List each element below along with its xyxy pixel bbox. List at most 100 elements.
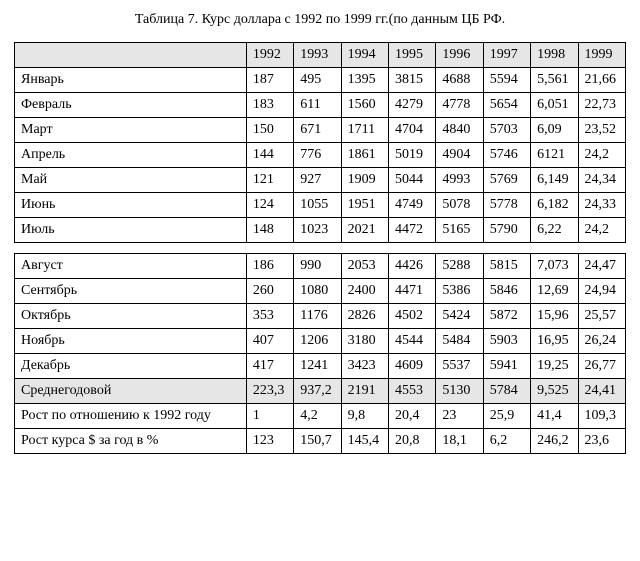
cell-value: 7,073 (531, 254, 578, 279)
cell-value: 23 (436, 404, 483, 429)
col-header-empty (15, 43, 247, 68)
cell-value: 6,2 (483, 429, 530, 454)
cell-value: 5746 (483, 143, 530, 168)
cell-value: 23,6 (578, 429, 625, 454)
cell-value: 5424 (436, 304, 483, 329)
table-row: Рост курса $ за год в %123150,7145,420,8… (15, 429, 626, 454)
cell-value: 4993 (436, 168, 483, 193)
cell-value: 4426 (389, 254, 436, 279)
cell-value: 5778 (483, 193, 530, 218)
table-row: Август18699020534426528858157,07324,47 (15, 254, 626, 279)
cell-value: 6,051 (531, 93, 578, 118)
cell-value: 24,47 (578, 254, 625, 279)
cell-value: 187 (246, 68, 293, 93)
cell-value: 20,8 (389, 429, 436, 454)
cell-value: 4471 (389, 279, 436, 304)
cell-value: 6,09 (531, 118, 578, 143)
table-caption: Таблица 7. Курс доллара с 1992 по 1999 г… (14, 12, 626, 28)
cell-value: 5790 (483, 218, 530, 243)
cell-value: 24,2 (578, 143, 625, 168)
cell-value: 22,73 (578, 93, 625, 118)
row-label: Февраль (15, 93, 247, 118)
cell-value: 4472 (389, 218, 436, 243)
cell-value: 25,57 (578, 304, 625, 329)
cell-value: 5654 (483, 93, 530, 118)
cell-value: 4279 (389, 93, 436, 118)
cell-value: 5703 (483, 118, 530, 143)
cell-value: 407 (246, 329, 293, 354)
col-header-year: 1993 (294, 43, 341, 68)
cell-value: 671 (294, 118, 341, 143)
cell-value: 186 (246, 254, 293, 279)
cell-value: 21,66 (578, 68, 625, 93)
cell-value: 144 (246, 143, 293, 168)
rates-table-upper: 1992 1993 1994 1995 1996 1997 1998 1999 … (14, 42, 626, 243)
cell-value: 1176 (294, 304, 341, 329)
table-row: Декабрь4171241342346095537594119,2526,77 (15, 354, 626, 379)
table-row: Февраль18361115604279477856546,05122,73 (15, 93, 626, 118)
table-row: Ноябрь4071206318045445484590316,9526,24 (15, 329, 626, 354)
cell-value: 1711 (341, 118, 388, 143)
row-label: Июнь (15, 193, 247, 218)
cell-value: 124 (246, 193, 293, 218)
table-row: Апрель1447761861501949045746612124,2 (15, 143, 626, 168)
cell-value: 5815 (483, 254, 530, 279)
cell-value: 3815 (389, 68, 436, 93)
cell-value: 19,25 (531, 354, 578, 379)
cell-value: 26,77 (578, 354, 625, 379)
table-row: Рост по отношению к 1992 году14,29,820,4… (15, 404, 626, 429)
cell-value: 1951 (341, 193, 388, 218)
table-row: Июль148102320214472516557906,2224,2 (15, 218, 626, 243)
cell-value: 4553 (389, 379, 436, 404)
cell-value: 495 (294, 68, 341, 93)
row-label: Рост курса $ за год в % (15, 429, 247, 454)
cell-value: 5130 (436, 379, 483, 404)
cell-value: 5288 (436, 254, 483, 279)
cell-value: 1560 (341, 93, 388, 118)
row-label: Январь (15, 68, 247, 93)
col-header-year: 1994 (341, 43, 388, 68)
cell-value: 4502 (389, 304, 436, 329)
cell-value: 5846 (483, 279, 530, 304)
cell-value: 3180 (341, 329, 388, 354)
table-row: Сентябрь2601080240044715386584612,6924,9… (15, 279, 626, 304)
cell-value: 150 (246, 118, 293, 143)
cell-value: 260 (246, 279, 293, 304)
cell-value: 18,1 (436, 429, 483, 454)
cell-value: 2053 (341, 254, 388, 279)
col-header-year: 1997 (483, 43, 530, 68)
cell-value: 20,4 (389, 404, 436, 429)
cell-value: 5769 (483, 168, 530, 193)
row-label: Среднегодовой (15, 379, 247, 404)
cell-value: 6,149 (531, 168, 578, 193)
cell-value: 1206 (294, 329, 341, 354)
table-row: Март15067117114704484057036,0923,52 (15, 118, 626, 143)
cell-value: 12,69 (531, 279, 578, 304)
cell-value: 25,9 (483, 404, 530, 429)
row-label: Ноябрь (15, 329, 247, 354)
cell-value: 5165 (436, 218, 483, 243)
row-label: Август (15, 254, 247, 279)
cell-value: 4749 (389, 193, 436, 218)
cell-value: 1080 (294, 279, 341, 304)
cell-value: 183 (246, 93, 293, 118)
table-row: Июнь124105519514749507857786,18224,33 (15, 193, 626, 218)
cell-value: 1861 (341, 143, 388, 168)
cell-value: 5484 (436, 329, 483, 354)
cell-value: 4704 (389, 118, 436, 143)
cell-value: 611 (294, 93, 341, 118)
cell-value: 2191 (341, 379, 388, 404)
cell-value: 1 (246, 404, 293, 429)
row-label: Март (15, 118, 247, 143)
cell-value: 24,33 (578, 193, 625, 218)
cell-value: 5,561 (531, 68, 578, 93)
cell-value: 109,3 (578, 404, 625, 429)
cell-value: 24,94 (578, 279, 625, 304)
cell-value: 417 (246, 354, 293, 379)
table-row: Октябрь3531176282645025424587215,9625,57 (15, 304, 626, 329)
cell-value: 246,2 (531, 429, 578, 454)
row-label: Апрель (15, 143, 247, 168)
cell-value: 6121 (531, 143, 578, 168)
cell-value: 4904 (436, 143, 483, 168)
row-label: Сентябрь (15, 279, 247, 304)
